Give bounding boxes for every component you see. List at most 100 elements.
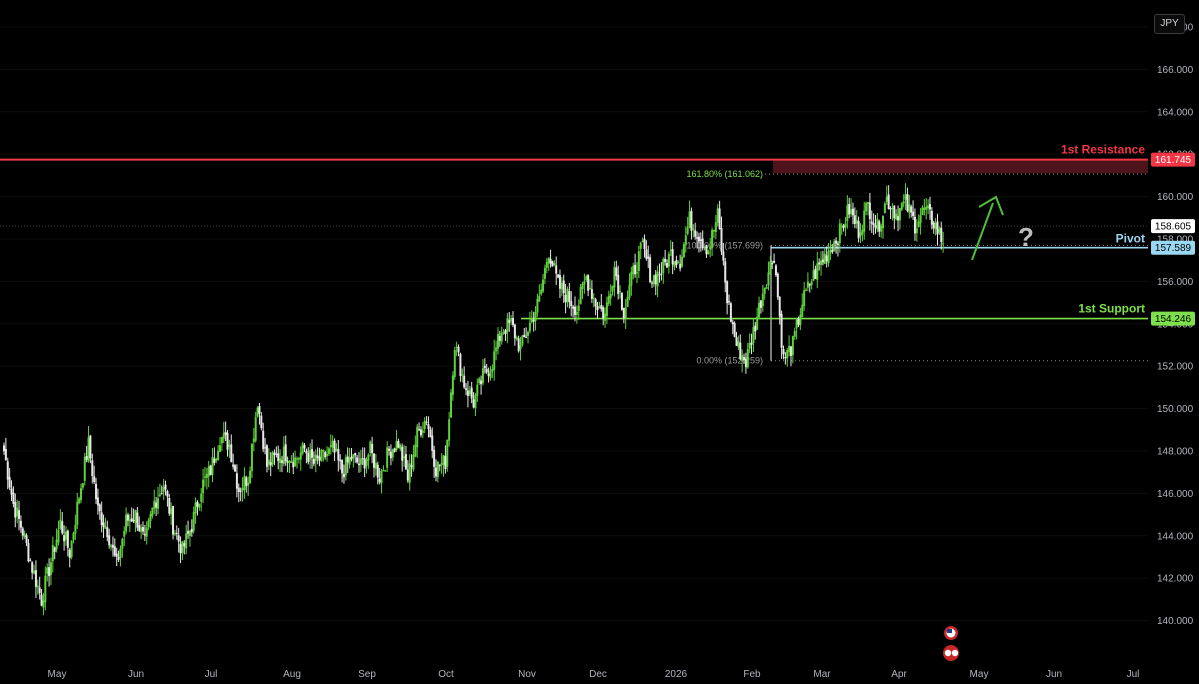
candle-body [572, 306, 575, 309]
candle-body [765, 287, 768, 289]
candle-body [273, 452, 276, 455]
candle-body [701, 238, 704, 249]
candle-body [771, 263, 774, 265]
candle-body [288, 461, 291, 463]
candle-body [168, 497, 171, 514]
candle-body [575, 311, 578, 315]
candle-body [532, 319, 535, 322]
candle-body [906, 194, 909, 211]
candle-body [622, 308, 625, 319]
candle-body [699, 239, 702, 241]
x-tick-label: 2026 [665, 669, 688, 680]
candle-body [553, 263, 556, 266]
candle-body [466, 390, 469, 396]
candle-body [143, 533, 146, 536]
candle-body [778, 296, 781, 317]
price-tags: 161.745 158.605 157.589 154.246 [1151, 152, 1195, 326]
resistance-price-tag-text: 161.745 [1155, 155, 1192, 166]
candle-body [438, 464, 441, 467]
candle-body [16, 507, 19, 517]
candle-body [720, 228, 723, 252]
candle-body [448, 419, 451, 441]
candle-body [93, 476, 96, 483]
candle-body [311, 449, 314, 458]
candle-body [805, 289, 808, 291]
candle-body [694, 230, 697, 237]
candle-body [573, 306, 576, 315]
candle-body [205, 473, 208, 478]
us-flag-icon[interactable] [944, 626, 958, 640]
candle-body [547, 257, 550, 264]
candle-body [91, 460, 94, 476]
candle-body [776, 273, 779, 298]
candle-body [598, 307, 601, 309]
x-tick-label: Dec [589, 669, 607, 680]
candle-body [324, 451, 327, 458]
candle-body [151, 507, 154, 517]
candle-body [853, 215, 856, 225]
candle-body [373, 453, 376, 468]
earnings-event-icon[interactable] [943, 645, 959, 661]
currency-badge[interactable]: JPY [1154, 14, 1185, 34]
candle-body [14, 502, 17, 518]
candle-body [211, 456, 214, 475]
candle-body [218, 445, 221, 452]
candle-body [513, 324, 516, 339]
candle-body [170, 508, 173, 515]
candle-body [138, 525, 141, 531]
candle-body [275, 453, 278, 455]
candle-body [203, 476, 206, 478]
candle-body [232, 464, 235, 467]
candle-body [602, 307, 605, 319]
candle-body [265, 445, 268, 467]
candle-body [346, 456, 349, 463]
event-markers[interactable] [943, 626, 959, 661]
candle-body [774, 265, 777, 276]
candle-body [403, 456, 406, 459]
candle-body [294, 457, 297, 467]
candle-body [419, 429, 422, 436]
candle-body [431, 435, 434, 451]
candle-body [19, 520, 22, 528]
candle-body [235, 473, 238, 489]
candle-body [780, 313, 783, 348]
pivot-label: Pivot [1116, 232, 1145, 246]
candle-body [587, 274, 590, 291]
candle-body [33, 570, 36, 574]
candle-body [876, 218, 879, 230]
candle-body [923, 207, 926, 210]
candle-body [527, 332, 530, 336]
current-price-tag: 158.605 [1151, 219, 1195, 234]
candle-body [637, 251, 640, 272]
candle-body [164, 484, 167, 490]
candle-body [361, 458, 364, 460]
candle-body [491, 368, 494, 372]
candle-body [549, 258, 552, 264]
fib-label: 161.80% (161.062) [686, 169, 763, 179]
candle-body [773, 260, 776, 263]
candle-body [363, 458, 366, 469]
candle-body [425, 421, 428, 423]
candle-body [166, 490, 169, 497]
candle-body [735, 337, 738, 346]
y-tick-label: 160.000 [1157, 192, 1194, 203]
candle-body [712, 230, 715, 232]
candle-body [821, 259, 824, 263]
x-tick-label: May [48, 669, 67, 680]
x-tick-label: Sep [358, 669, 376, 680]
candle-body [866, 202, 869, 204]
time-axis[interactable]: May Jun Jul Aug Sep Oct Nov Dec 2026 Feb Mar Apr May… [48, 669, 1140, 680]
resistance-zone-box [773, 159, 1148, 174]
candle-body [844, 223, 847, 228]
candle-body [252, 438, 255, 442]
candle-body [433, 449, 436, 467]
candle-body [207, 466, 210, 477]
candle-body [126, 514, 129, 521]
candle-body [465, 388, 468, 390]
candle-body [132, 519, 135, 521]
candle-body [267, 459, 270, 465]
candle-body [108, 535, 111, 546]
candle-body [611, 285, 614, 292]
resistance-zone [773, 159, 1148, 174]
